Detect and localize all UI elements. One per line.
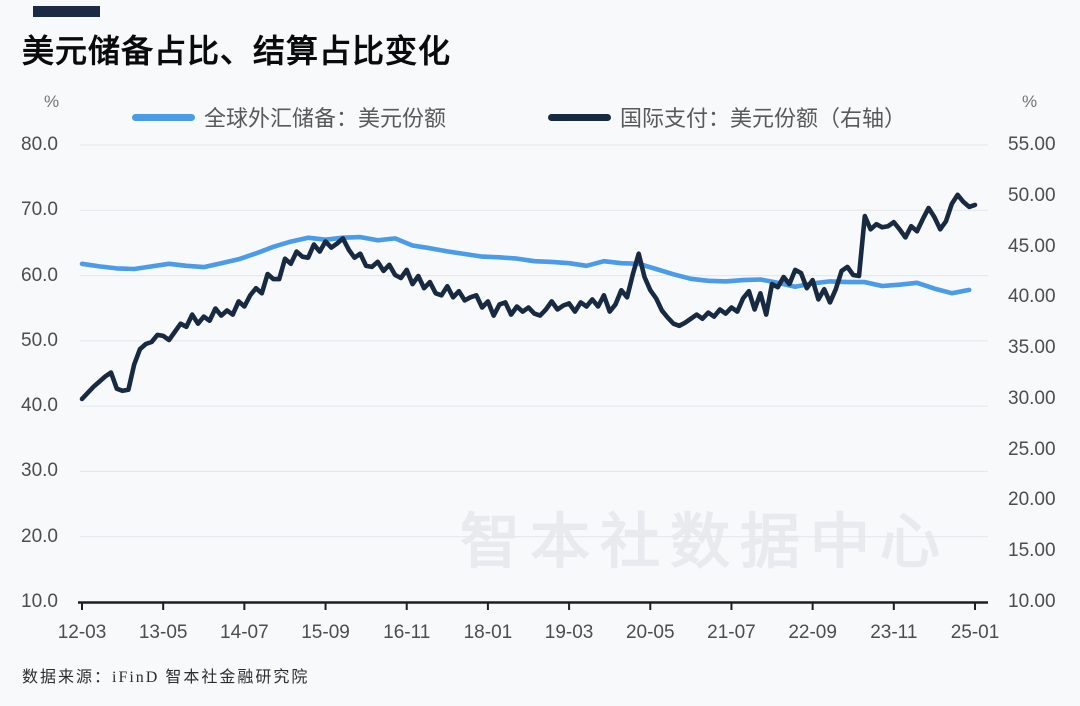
- series-line-usd-payment-share: [79, 192, 978, 402]
- legend-item-payments: 国际支付：美元份额（右轴）: [548, 101, 906, 133]
- legend: 全球外汇储备：美元份额 国际支付：美元份额（右轴）: [132, 101, 906, 133]
- data-source-note: 数据来源：iFinD 智本社金融研究院: [22, 669, 310, 686]
- legend-swatch-navy: [548, 113, 612, 121]
- page-title: 美元储备占比、结算占比变化: [22, 33, 452, 69]
- legend-item-fx-reserves: 全球外汇储备：美元份额: [132, 101, 446, 133]
- legend-label-fx-reserves: 全球外汇储备：美元份额: [204, 106, 447, 131]
- title-accent-bar: [33, 6, 100, 17]
- left-axis-unit: %: [44, 92, 60, 111]
- legend-swatch-blue: [132, 113, 195, 121]
- legend-label-payments: 国际支付：美元份额（右轴）: [620, 106, 907, 131]
- right-axis-unit: %: [1022, 92, 1038, 111]
- watermark: 智本社数据中心: [460, 508, 950, 576]
- series-line-usd-reserve-share: [79, 234, 972, 296]
